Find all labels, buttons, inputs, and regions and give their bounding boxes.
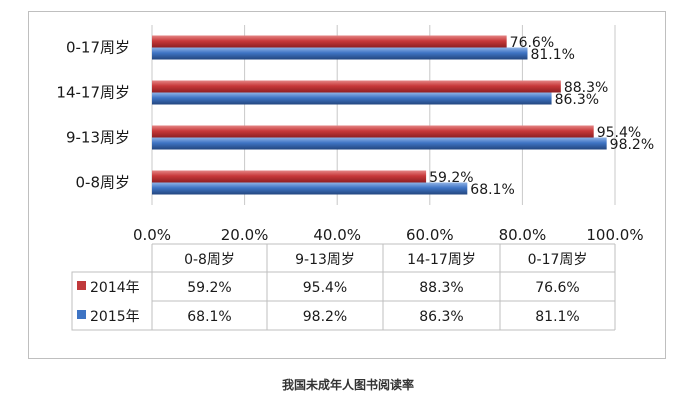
data-label: 68.1% [470, 182, 514, 198]
table-header: 14-17周岁 [407, 252, 476, 268]
data-label: 76.6% [510, 35, 554, 51]
tick-label: 60.0% [406, 226, 454, 244]
tick-label: 40.0% [313, 226, 361, 244]
bar [152, 80, 561, 93]
category-label: 0-17周岁 [66, 39, 130, 57]
data-label: 98.2% [610, 137, 654, 153]
legend-swatch [77, 310, 86, 319]
chart-caption: 我国未成年人图书阅读率 [281, 378, 414, 392]
category-label: 14-17周岁 [56, 84, 130, 102]
chart-frame [28, 11, 666, 359]
table-cell: 98.2% [303, 309, 347, 325]
table-cell: 95.4% [303, 280, 347, 296]
bar [152, 182, 468, 195]
tick-label: 0.0% [133, 226, 171, 244]
table-cell: 86.3% [419, 309, 463, 325]
data-label: 81.1% [530, 47, 574, 63]
bar [152, 35, 507, 48]
table-cell: 81.1% [535, 309, 579, 325]
tick-label: 100.0% [586, 226, 643, 244]
tick-label: 80.0% [499, 226, 547, 244]
bar [152, 47, 528, 60]
bar [152, 137, 607, 150]
table-header: 0-8周岁 [184, 252, 235, 268]
table-header: 0-17周岁 [528, 252, 588, 268]
category-label: 0-8周岁 [76, 174, 131, 192]
table-cell: 76.6% [535, 280, 579, 296]
table-cell: 88.3% [419, 280, 463, 296]
data-label: 86.3% [555, 92, 599, 108]
legend-entry: 2015年 [90, 309, 140, 325]
table-cell: 68.1% [187, 309, 231, 325]
tick-label: 20.0% [221, 226, 269, 244]
data-label: 88.3% [564, 80, 608, 96]
legend-entry: 2014年 [90, 280, 140, 296]
bar [152, 170, 427, 183]
bar [152, 92, 552, 105]
table-header: 9-13周岁 [295, 252, 355, 268]
table-cell: 59.2% [187, 280, 231, 296]
bar [152, 125, 594, 138]
category-label: 9-13周岁 [66, 129, 130, 147]
bar-chart: 0-8周岁 59.2%68.1%9-13周岁 95.4%98.2%14-17周岁 88… [56, 25, 654, 331]
data-label: 59.2% [429, 170, 473, 186]
data-label: 95.4% [597, 125, 641, 141]
legend-swatch [77, 281, 86, 290]
